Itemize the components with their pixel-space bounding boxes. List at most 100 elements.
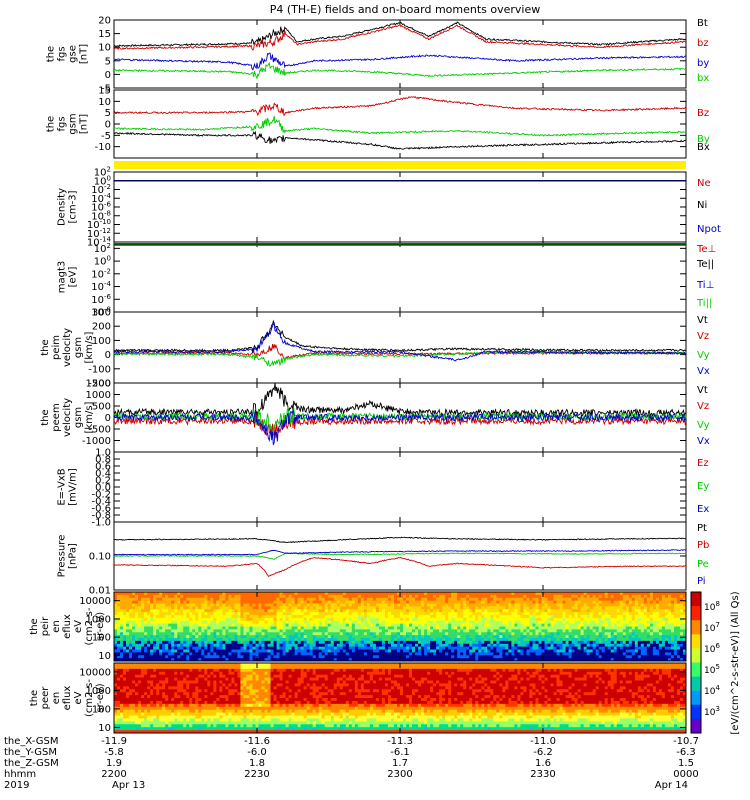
- heatmap-cell: [321, 606, 326, 610]
- heatmap-cell: [186, 638, 190, 642]
- heatmap-cell: [544, 632, 548, 636]
- heatmap-cell: [442, 649, 446, 653]
- heatmap-cell: [150, 649, 154, 653]
- heatmap-cell: [565, 600, 569, 604]
- heatmap-cell: [201, 623, 205, 627]
- heatmap-cell: [204, 609, 208, 613]
- heatmap-cell: [132, 612, 136, 616]
- heatmap-cell: [673, 655, 678, 659]
- heatmap-cell: [162, 597, 166, 602]
- heatmap-cell: [568, 606, 572, 610]
- heatmap-cell: [439, 594, 443, 599]
- heatmap-cell: [336, 632, 341, 636]
- heatmap-cell: [577, 632, 582, 636]
- heatmap-cell: [565, 626, 569, 630]
- heatmap-cell: [463, 640, 467, 645]
- heatmap-cell: [415, 609, 419, 613]
- heatmap-cell: [517, 609, 521, 613]
- heatmap-cell: [418, 606, 422, 610]
- heatmap-cell: [363, 617, 368, 622]
- heatmap-cell: [574, 592, 579, 596]
- heatmap-cell: [553, 603, 557, 607]
- heatmap-cell: [231, 649, 235, 653]
- heatmap-cell: [427, 652, 431, 656]
- heatmap-cell: [517, 626, 521, 630]
- heatmap-cell: [667, 615, 672, 619]
- heatmap-cell: [409, 629, 413, 633]
- y-axis-label: [nT]: [79, 44, 90, 64]
- heatmap-cell: [667, 606, 672, 610]
- heatmap-cell: [291, 629, 296, 633]
- heatmap-cell: [213, 594, 217, 599]
- heatmap-cell: [393, 609, 398, 613]
- heatmap-cell: [652, 603, 657, 607]
- heatmap-cell: [583, 638, 588, 642]
- heatmap-cell: [409, 646, 413, 650]
- heatmap-cell: [126, 609, 130, 613]
- heatmap-cell: [547, 600, 551, 604]
- heatmap-cell: [201, 626, 205, 630]
- heatmap-cell: [670, 617, 675, 622]
- heatmap-cell: [589, 620, 594, 625]
- heatmap-cell: [475, 635, 479, 639]
- heatmap-cell: [529, 600, 533, 604]
- heatmap-cell: [490, 597, 494, 602]
- heatmap-cell: [198, 612, 202, 616]
- heatmap-cell: [637, 600, 642, 604]
- heatmap-cell: [336, 612, 341, 616]
- heatmap-cell: [514, 635, 518, 639]
- series-line: [113, 52, 687, 71]
- heatmap-cell: [469, 600, 473, 604]
- heatmap-cell: [258, 658, 262, 662]
- heatmap-cell: [463, 617, 467, 622]
- heatmap-cell: [574, 658, 579, 662]
- heatmap-cell: [300, 655, 305, 659]
- heatmap-cell: [300, 600, 305, 604]
- heatmap-cell: [505, 638, 509, 642]
- heatmap-cell: [628, 620, 633, 625]
- heatmap-cell: [445, 658, 449, 662]
- heatmap-cell: [430, 612, 434, 616]
- heatmap-cell: [135, 635, 139, 639]
- heatmap-cell: [538, 646, 542, 650]
- heatmap-cell: [240, 635, 244, 639]
- heatmap-cell: [378, 640, 383, 645]
- heatmap-cell: [117, 632, 121, 636]
- heatmap-cell: [655, 600, 660, 604]
- heatmap-cell: [523, 655, 527, 659]
- y-axis-label: gsm: [73, 337, 84, 358]
- heatmap-cell: [415, 620, 419, 625]
- heatmap-cell: [303, 635, 308, 639]
- heatmap-cell: [562, 646, 566, 650]
- heatmap-cell: [291, 612, 296, 616]
- heatmap-cell: [237, 615, 241, 619]
- heatmap-cell: [499, 640, 503, 645]
- heatmap-cell: [427, 623, 431, 627]
- heatmap-cell: [147, 606, 151, 610]
- heatmap-cell: [469, 620, 473, 625]
- heatmap-cell: [321, 615, 326, 619]
- heatmap-cell: [282, 649, 286, 653]
- heatmap-cell: [243, 615, 247, 619]
- heatmap-cell: [276, 646, 280, 650]
- heatmap-cell: [279, 640, 283, 645]
- heatmap-cell: [366, 592, 371, 596]
- heatmap-cell: [345, 617, 350, 622]
- heatmap-cell: [309, 629, 314, 633]
- heatmap-cell: [415, 658, 419, 662]
- heatmap-cell: [469, 612, 473, 616]
- heatmap-cell: [415, 592, 419, 596]
- heatmap-cell: [315, 594, 320, 599]
- heatmap-cell: [625, 597, 630, 602]
- heatmap-cell: [535, 603, 539, 607]
- heatmap-cell: [237, 640, 241, 645]
- heatmap-cell: [673, 597, 678, 602]
- heatmap-cell: [237, 652, 241, 656]
- heatmap-cell: [661, 649, 666, 653]
- heatmap-cell: [336, 623, 341, 627]
- heatmap-cell: [430, 652, 434, 656]
- heatmap-cell: [237, 655, 241, 659]
- heatmap-cell: [252, 592, 256, 596]
- heatmap-cell: [547, 603, 551, 607]
- heatmap-cell: [288, 615, 293, 619]
